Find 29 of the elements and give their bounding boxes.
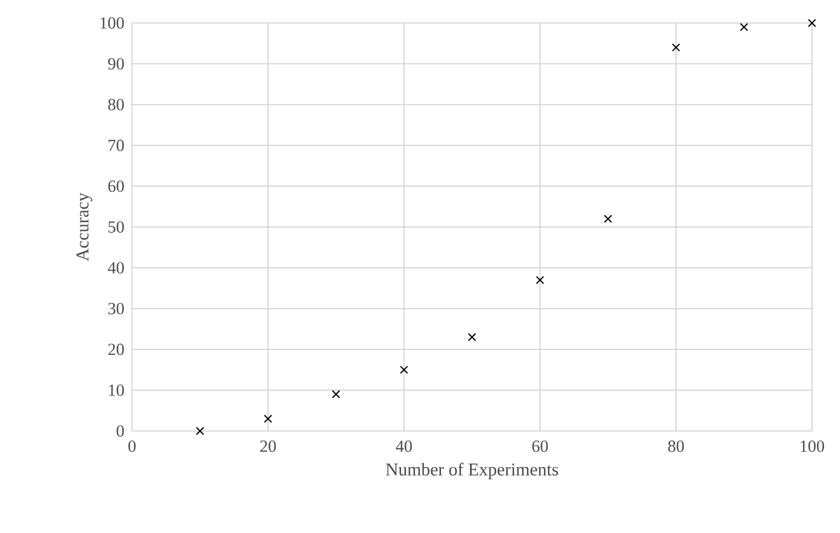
y-tick-label: 10 <box>109 384 124 396</box>
point <box>808 18 816 28</box>
y-tick-label: 70 <box>108 140 124 152</box>
y-tick-label: 50 <box>108 221 124 233</box>
y-tick-label: 0 <box>116 425 124 437</box>
y-tick-label: 80 <box>108 98 124 110</box>
point <box>332 390 340 398</box>
x-tick-label: 60 <box>532 440 548 452</box>
y-axis-title: Accuracy <box>76 192 92 262</box>
point <box>604 214 612 223</box>
point <box>672 43 680 52</box>
x-tick-label: 20 <box>260 440 276 452</box>
y-tick-label: 60 <box>108 180 124 192</box>
y-tick-label: 90 <box>108 58 124 70</box>
y-tick-label: 30 <box>108 302 124 314</box>
point <box>196 426 204 436</box>
point <box>740 22 748 32</box>
x-tick-label: 100 <box>800 440 824 452</box>
y-tick-label: 40 <box>108 262 124 274</box>
y-tick-label: 20 <box>108 344 124 356</box>
x-tick-label: 0 <box>128 440 136 452</box>
point <box>468 333 476 342</box>
point <box>264 414 272 423</box>
x-tick-label: 40 <box>396 440 412 452</box>
point <box>400 366 408 374</box>
x-tick-label: 80 <box>668 440 684 452</box>
point <box>536 276 544 284</box>
y-tick-label: 100 <box>100 17 124 29</box>
x-axis-title: Number of Experiments <box>386 462 558 480</box>
